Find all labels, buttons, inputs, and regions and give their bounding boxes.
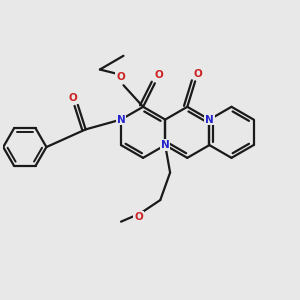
Text: O: O <box>116 72 125 82</box>
Text: N: N <box>205 115 214 124</box>
Text: O: O <box>68 93 77 103</box>
Text: O: O <box>134 212 143 222</box>
Text: N: N <box>161 140 170 150</box>
Text: N: N <box>117 115 125 124</box>
Text: O: O <box>194 69 203 80</box>
Text: O: O <box>154 70 163 80</box>
